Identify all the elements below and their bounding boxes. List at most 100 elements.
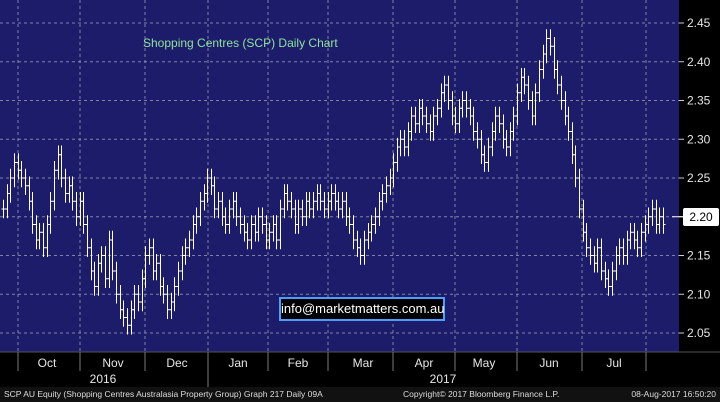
footer-timestamp: 08-Aug-2017 16:50:20 — [631, 389, 716, 399]
ohlc-bar — [617, 238, 622, 265]
ohlc-bar — [384, 176, 389, 203]
ohlc-bar — [380, 184, 385, 211]
ohlc-bar — [537, 60, 542, 103]
x-tick-label: Nov — [102, 356, 123, 370]
x-tick-label: Jul — [606, 356, 621, 370]
ohlc-bar — [646, 207, 651, 234]
ohlc-bar — [260, 207, 265, 234]
ohlc-bar — [8, 168, 13, 203]
ohlc-bar — [322, 191, 327, 219]
ohlc-bar — [238, 207, 243, 234]
ohlc-bar — [533, 83, 538, 126]
ohlc-bar — [245, 222, 250, 250]
ohlc-bar — [307, 191, 312, 219]
ohlc-bar — [30, 191, 35, 234]
ohlc-bar — [1, 199, 6, 219]
ohlc-bar — [110, 230, 115, 281]
y-tick-label: 2.45 — [687, 16, 711, 30]
ohlc-bar — [511, 106, 516, 141]
ohlc-bar — [409, 106, 414, 141]
ohlc-bar — [212, 176, 217, 219]
ohlc-bars — [1, 29, 666, 335]
ohlc-bar — [165, 284, 170, 320]
year-label: 2017 — [430, 372, 457, 386]
year-label: 2016 — [90, 372, 117, 386]
ohlc-bar — [566, 106, 571, 141]
ohlc-bar — [336, 191, 341, 219]
ohlc-bar — [136, 284, 141, 312]
ohlc-bar — [278, 199, 283, 250]
x-tick-label: Jun — [539, 356, 558, 370]
ohlc-bar — [544, 29, 549, 64]
ohlc-bar — [216, 191, 221, 219]
ohlc-bar — [435, 98, 440, 126]
ohlc-bar — [595, 238, 600, 273]
ohlc-bar — [424, 106, 429, 134]
last-price-badge: 2.20 — [683, 207, 719, 226]
ohlc-bar — [48, 191, 53, 234]
ohlc-bar — [41, 222, 46, 258]
ohlc-bar — [103, 246, 108, 289]
ohlc-bar — [504, 129, 509, 157]
ohlc-bar — [391, 153, 396, 188]
y-axis: 2.452.402.352.302.252.202.152.102.05 — [672, 16, 711, 340]
ohlc-bar — [256, 207, 261, 242]
ohlc-bar — [227, 199, 232, 234]
ohlc-bar — [482, 145, 487, 172]
ohlc-bar — [584, 222, 589, 258]
ohlc-bar — [431, 106, 436, 141]
ohlc-bar — [59, 145, 64, 188]
ohlc-bar — [362, 230, 367, 265]
footer-bar: SCP AU Equity (Shopping Centres Australa… — [0, 387, 720, 402]
ohlc-bar — [296, 199, 301, 234]
x-axis-panel — [0, 352, 720, 387]
y-tick-label: 2.05 — [687, 326, 711, 340]
ohlc-bar — [274, 215, 279, 250]
ohlc-bar — [23, 168, 28, 196]
ohlc-bar — [234, 191, 239, 227]
ohlc-bar — [70, 176, 75, 211]
ohlc-bar — [318, 184, 323, 211]
x-axis: Oct Nov Dec Jan Feb Mar Apr May Jun Jul 2016 2017 — [0, 351, 720, 387]
ohlc-bar — [650, 199, 655, 227]
x-tick-label: May — [473, 356, 496, 370]
ohlc-bar — [340, 191, 345, 219]
ohlc-bar — [12, 153, 17, 188]
price-chart: 2.45 2.40 2.35 2.30 2.25 2.20 2.15 2.10 2.05 Oct… — [0, 0, 720, 387]
ohlc-bar — [147, 238, 152, 265]
ohlc-bar — [398, 129, 403, 157]
x-tick-label: Apr — [415, 356, 434, 370]
y-tick-label: 2.30 — [687, 132, 711, 146]
ohlc-bar — [621, 238, 626, 265]
ohlc-bar — [187, 230, 192, 258]
ohlc-bar — [464, 91, 469, 118]
ohlc-bar — [639, 222, 644, 258]
x-tick-label: Jan — [228, 356, 247, 370]
ohlc-bar — [606, 269, 611, 296]
footer-copyright: Copyright© 2017 Bloomberg Finance L.P. — [403, 389, 560, 399]
ohlc-bar — [289, 191, 294, 219]
ohlc-bar — [154, 253, 159, 281]
ohlc-bar — [486, 137, 491, 172]
ohlc-bar — [515, 83, 520, 126]
ohlc-bar — [493, 106, 498, 141]
ohlc-bar — [52, 160, 57, 211]
ohlc-bar — [81, 191, 86, 234]
ohlc-bar — [19, 160, 24, 188]
x-tick-label: Feb — [288, 356, 309, 370]
footer-security-info: SCP AU Equity (Shopping Centres Australa… — [4, 389, 323, 399]
ohlc-bar — [635, 230, 640, 258]
ohlc-bar — [85, 215, 90, 258]
ohlc-bar — [183, 238, 188, 265]
ohlc-bar — [300, 199, 305, 227]
ohlc-bar — [413, 106, 418, 134]
y-tick-label: 2.10 — [687, 287, 711, 301]
ohlc-bar — [172, 277, 177, 312]
ohlc-bar — [249, 215, 254, 250]
y-tick-label: 2.40 — [687, 55, 711, 69]
chart-title: Shopping Centres (SCP) Daily Chart — [143, 36, 338, 50]
ohlc-bar — [223, 207, 228, 234]
ohlc-bar — [121, 300, 126, 327]
ohlc-bar — [402, 129, 407, 157]
ohlc-bar — [460, 91, 465, 118]
